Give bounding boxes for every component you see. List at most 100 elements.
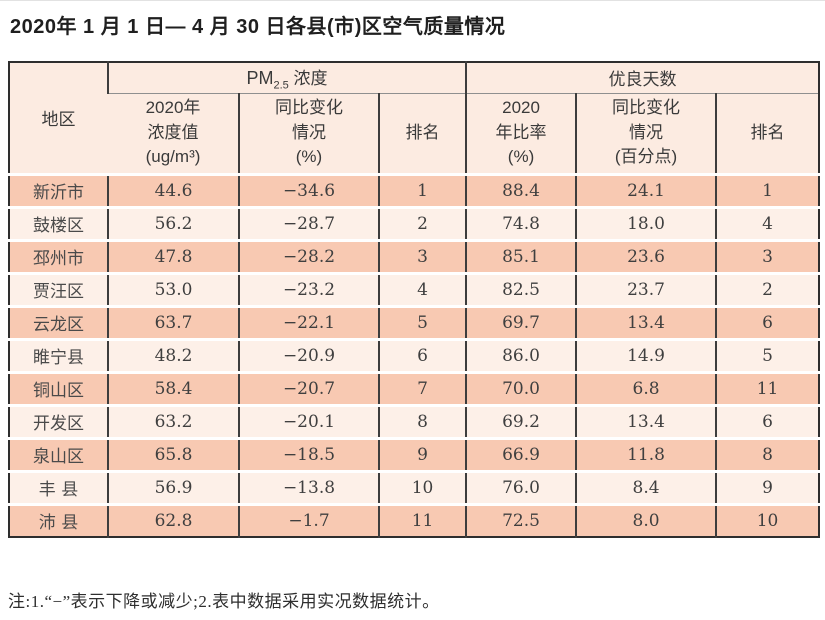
rate-cell: 88.4 <box>465 172 577 207</box>
table-row: 睢宁县 48.2 −20.9 6 86.0 14.9 5 <box>9 337 820 372</box>
region-cell: 沛 县 <box>9 502 108 537</box>
region-cell: 丰 县 <box>9 469 108 504</box>
pm25-change-cell: −20.7 <box>238 370 379 405</box>
pm25-value-header: 2020年 浓度值 (ug/m³) <box>108 93 239 174</box>
pm25-change-cell: −18.5 <box>238 436 379 471</box>
table-row: 沛 县 62.8 −1.7 11 72.5 8.0 10 <box>9 502 820 537</box>
rate-change-cell: 14.9 <box>575 337 717 372</box>
rate-change-cell: 8.0 <box>575 502 717 537</box>
rate-change-cell: 8.4 <box>575 469 717 504</box>
rate-change-header: 同比变化 情况 (百分点) <box>575 93 717 174</box>
footnote: 注:1.“−”表示下降或减少;2.表中数据采用实况数据统计。 <box>8 592 440 611</box>
rate-cell: 70.0 <box>465 370 577 405</box>
pm25-change-cell: −28.2 <box>238 238 379 273</box>
pm25-change-cell: −28.7 <box>238 205 379 240</box>
region-cell: 泉山区 <box>9 436 108 471</box>
table-row: 泉山区 65.8 −18.5 9 66.9 11.8 8 <box>9 436 820 471</box>
pm25-group-header: PM2.5 浓度 <box>106 62 467 94</box>
table-row: 邳州市 47.8 −28.2 3 85.1 23.6 3 <box>9 238 820 273</box>
rate-rank-cell: 1 <box>715 172 820 207</box>
pm25-rank-header: 排名 <box>377 93 467 174</box>
pm25-rank-cell: 2 <box>377 205 467 240</box>
pm25-rank-cell: 5 <box>377 304 467 339</box>
rate-rank-cell: 4 <box>715 205 820 240</box>
page-title: 2020年 1 月 1 日— 4 月 30 日各县(市)区空气质量情况 <box>10 16 506 38</box>
pm25-value-cell: 53.0 <box>107 271 239 306</box>
header-group-row: 地区 PM2.5 浓度 优良天数 <box>9 62 820 175</box>
rate-rank-cell: 9 <box>715 469 820 504</box>
pm25-rank-cell: 1 <box>377 172 467 207</box>
pm-subscript: 2.5 <box>273 79 289 92</box>
region-cell: 鼓楼区 <box>9 205 108 240</box>
rate-rank-cell: 3 <box>715 238 820 273</box>
rate-change-cell: 24.1 <box>575 172 717 207</box>
pm25-rank-cell: 6 <box>377 337 467 372</box>
pm25-rank-cell: 3 <box>377 238 467 273</box>
table-row: 丰 县 56.9 −13.8 10 76.0 8.4 9 <box>9 469 820 504</box>
pm25-change-cell: −22.1 <box>238 304 379 339</box>
table-row: 云龙区 63.7 −22.1 5 69.7 13.4 6 <box>9 304 820 339</box>
pm25-rank-cell: 7 <box>377 370 467 405</box>
pm25-rank-cell: 11 <box>377 502 467 537</box>
region-cell: 铜山区 <box>9 370 108 405</box>
rate-change-cell: 23.6 <box>575 238 717 273</box>
pm25-rank-cell: 8 <box>377 403 467 438</box>
rate-rank-header: 排名 <box>715 93 820 174</box>
rate-cell: 69.2 <box>465 403 577 438</box>
table-row: 开发区 63.2 −20.1 8 69.2 13.4 6 <box>9 403 820 438</box>
rate-rank-cell: 5 <box>715 337 820 372</box>
rate-change-cell: 11.8 <box>575 436 717 471</box>
rate-cell: 76.0 <box>465 469 577 504</box>
pm-label: PM <box>246 68 274 89</box>
rate-cell: 86.0 <box>465 337 577 372</box>
rate-change-cell: 18.0 <box>575 205 717 240</box>
pm25-value-cell: 58.4 <box>107 370 239 405</box>
rate-rank-cell: 10 <box>715 502 820 537</box>
rate-header: 2020 年比率 (%) <box>465 93 577 174</box>
table-row: 铜山区 58.4 −20.7 7 70.0 6.8 11 <box>9 370 820 405</box>
header-sub-row: 2020年 浓度值 (ug/m³) 同比变化 情况 (%) 排名 2020 年比… <box>9 93 820 174</box>
region-cell: 云龙区 <box>9 304 108 339</box>
table-row: 贾汪区 53.0 −23.2 4 82.5 23.7 2 <box>9 271 820 306</box>
rate-rank-cell: 11 <box>715 370 820 405</box>
pm25-value-cell: 65.8 <box>107 436 239 471</box>
rate-cell: 69.7 <box>465 304 577 339</box>
pm25-value-cell: 62.8 <box>107 502 239 537</box>
pm25-change-cell: −13.8 <box>238 469 379 504</box>
pm25-rank-cell: 10 <box>377 469 467 504</box>
pm25-value-cell: 48.2 <box>107 337 239 372</box>
pm25-rank-cell: 4 <box>377 271 467 306</box>
region-cell: 新沂市 <box>9 172 108 207</box>
pm25-change-cell: −34.6 <box>238 172 379 207</box>
pm25-change-header: 同比变化 情况 (%) <box>238 93 379 174</box>
region-cell: 贾汪区 <box>9 271 108 306</box>
pm25-change-cell: −20.9 <box>238 337 379 372</box>
pm25-change-cell: −20.1 <box>238 403 379 438</box>
pm25-value-cell: 47.8 <box>107 238 239 273</box>
pm25-rank-cell: 9 <box>377 436 467 471</box>
rate-cell: 74.8 <box>465 205 577 240</box>
table-body: 新沂市 44.6 −34.6 1 88.4 24.1 1 鼓楼区 56.2 −2… <box>9 172 820 537</box>
rate-change-cell: 13.4 <box>575 403 717 438</box>
pm25-value-cell: 63.7 <box>107 304 239 339</box>
pm25-value-cell: 44.6 <box>107 172 239 207</box>
pm25-value-cell: 56.2 <box>107 205 239 240</box>
good-days-group-header: 优良天数 <box>465 62 820 94</box>
table-row: 新沂市 44.6 −34.6 1 88.4 24.1 1 <box>9 172 820 207</box>
rate-rank-cell: 8 <box>715 436 820 471</box>
table-header: 地区 PM2.5 浓度 优良天数 2020年 浓度值 (ug/m³) 同比变化 … <box>9 62 820 175</box>
pm25-value-cell: 63.2 <box>107 403 239 438</box>
rate-cell: 72.5 <box>465 502 577 537</box>
pm25-change-cell: −23.2 <box>238 271 379 306</box>
rate-cell: 66.9 <box>465 436 577 471</box>
rate-rank-cell: 6 <box>715 403 820 438</box>
region-cell: 开发区 <box>9 403 108 438</box>
rate-change-cell: 6.8 <box>575 370 717 405</box>
rate-cell: 85.1 <box>465 238 577 273</box>
pm25-value-cell: 56.9 <box>107 469 239 504</box>
rate-rank-cell: 2 <box>715 271 820 306</box>
region-cell: 睢宁县 <box>9 337 108 372</box>
rate-rank-cell: 6 <box>715 304 820 339</box>
rate-change-cell: 13.4 <box>575 304 717 339</box>
